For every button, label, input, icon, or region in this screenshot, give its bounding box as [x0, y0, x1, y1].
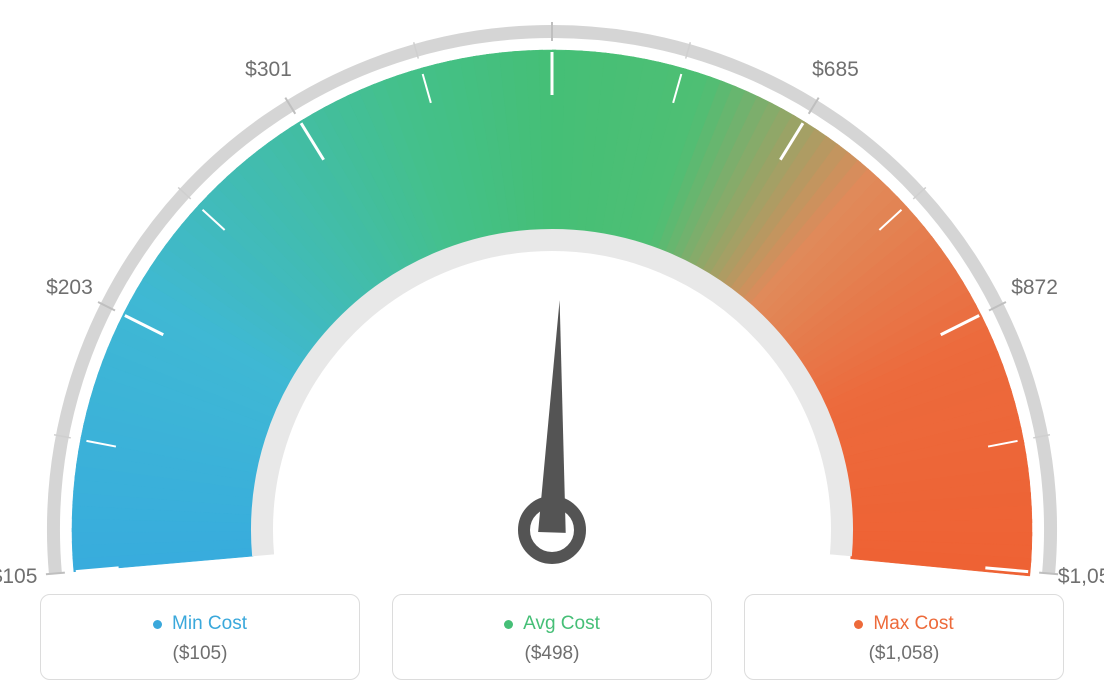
gauge-tick-label: $872 — [1011, 276, 1058, 300]
dot-icon — [504, 620, 513, 629]
gauge-tick-label: $1,058 — [1058, 565, 1104, 589]
gauge-chart: $105$203$301$498$685$872$1,058 — [0, 0, 1104, 580]
avg-cost-card: Avg Cost ($498) — [392, 594, 712, 680]
max-cost-card: Max Cost ($1,058) — [744, 594, 1064, 680]
min-cost-label: Min Cost — [153, 613, 247, 635]
max-cost-value: ($1,058) — [755, 643, 1053, 665]
gauge-tick-label: $685 — [812, 58, 859, 82]
dot-icon — [854, 620, 863, 629]
gauge-tick-label: $498 — [529, 0, 576, 2]
gauge-tick-label: $105 — [0, 565, 37, 589]
min-cost-card: Min Cost ($105) — [40, 594, 360, 680]
dot-icon — [153, 620, 162, 629]
max-cost-label: Max Cost — [854, 613, 953, 635]
max-cost-label-text: Max Cost — [873, 613, 953, 635]
legend-cards: Min Cost ($105) Avg Cost ($498) Max Cost… — [0, 594, 1104, 680]
min-cost-value: ($105) — [51, 643, 349, 665]
gauge-tick-label: $203 — [46, 276, 93, 300]
gauge-svg — [0, 0, 1104, 580]
min-cost-label-text: Min Cost — [172, 613, 247, 635]
gauge-tick-label: $301 — [245, 58, 292, 82]
avg-cost-value: ($498) — [403, 643, 701, 665]
avg-cost-label-text: Avg Cost — [523, 613, 600, 635]
avg-cost-label: Avg Cost — [504, 613, 600, 635]
